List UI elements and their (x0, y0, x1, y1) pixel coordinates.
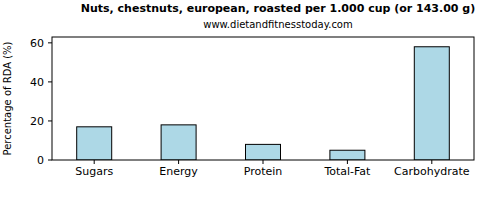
x-tick (263, 160, 264, 164)
y-tick-label: 0 (37, 154, 44, 167)
y-tick-label: 60 (30, 37, 44, 50)
bar (414, 47, 449, 160)
bar (161, 125, 196, 160)
bars (77, 47, 450, 160)
y-tick (48, 120, 52, 121)
chart-svg: Nuts, chestnuts, european, roasted per 1… (0, 0, 500, 200)
y-tick-label: 20 (30, 115, 44, 128)
x-tick-label: Total-Fat (323, 165, 371, 178)
chart-container: Nuts, chestnuts, european, roasted per 1… (0, 0, 500, 200)
bar (77, 127, 112, 160)
y-tick (48, 42, 52, 43)
x-tick-label: Energy (159, 165, 198, 178)
x-tick-label: Sugars (75, 165, 113, 178)
title: Nuts, chestnuts, european, roasted per 1… (81, 2, 475, 15)
plot-frame (52, 37, 474, 160)
y-tick (48, 160, 52, 161)
y-tick-label: 40 (30, 76, 44, 89)
x-tick (347, 160, 348, 164)
x-tick-label: Protein (244, 165, 283, 178)
bar (330, 150, 365, 160)
bar (246, 144, 281, 160)
subtitle: www.dietandfitnesstoday.com (203, 19, 352, 30)
x-tick-label: Carbohydrate (394, 165, 470, 178)
x-tick (178, 160, 179, 164)
x-tick (431, 160, 432, 164)
y-axis-label: Percentage of RDA (%) (2, 41, 13, 155)
x-tick (94, 160, 95, 164)
y-tick (48, 81, 52, 82)
